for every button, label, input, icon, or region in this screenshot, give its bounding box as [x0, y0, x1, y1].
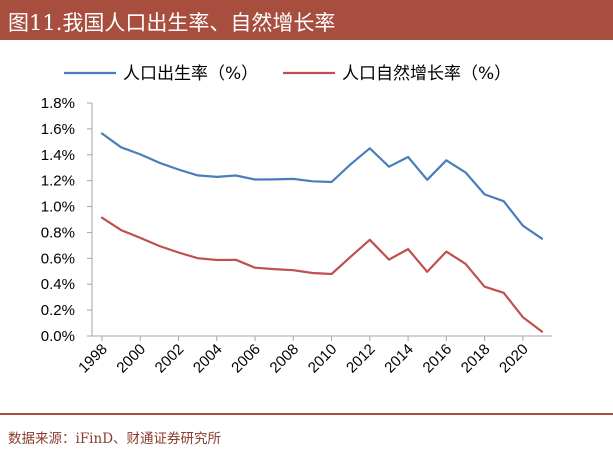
y-tick-label: 1.0%: [41, 199, 75, 216]
y-tick-label: 0.6%: [41, 250, 75, 267]
x-tick-label: 2004: [190, 341, 226, 377]
x-tick-label: 2008: [267, 341, 303, 377]
y-tick-label: 0.2%: [41, 302, 75, 319]
line-chart: 0.0% 0.2% 0.4% 0.6% 0.8% 1.0% 1.2% 1.4% 1.6% 1.8%…: [41, 64, 552, 377]
x-tick-label: 2000: [113, 341, 149, 377]
title-bar: 图11.我国人口出生率、自然增长率: [0, 0, 613, 40]
x-tick-label: 2002: [152, 341, 188, 377]
y-tick-label: 1.6%: [41, 121, 75, 138]
x-tick-label: 1998: [75, 341, 111, 377]
x-tick-label: 2014: [381, 341, 417, 377]
footer-divider: [0, 413, 613, 415]
legend-label-1: 人口出生率（%）: [123, 64, 258, 84]
y-tick-label: 0.8%: [41, 224, 75, 241]
x-tick-label: 2010: [305, 341, 341, 377]
y-tick-label: 1.4%: [41, 147, 75, 164]
x-tick-label: 2020: [496, 341, 532, 377]
x-tick-label: 2006: [228, 341, 264, 377]
legend-label-2: 人口自然增长率（%）: [342, 64, 511, 84]
series-line-2: [100, 216, 544, 333]
y-tick-label: 0.4%: [41, 276, 75, 293]
source-note: 数据来源：iFinD、财通证券研究所: [8, 431, 222, 447]
y-tick-label: 0.0%: [41, 328, 75, 345]
chart-title: 图11.我国人口出生率、自然增长率: [8, 11, 336, 35]
chart-area: 0.0% 0.2% 0.4% 0.6% 0.8% 1.0% 1.2% 1.4% 1.6% 1.8%…: [0, 40, 613, 412]
y-tick-label: 1.2%: [41, 173, 75, 190]
x-tick-label: 2012: [343, 341, 379, 377]
x-tick-label: 2018: [458, 341, 494, 377]
y-tick-label: 1.8%: [41, 95, 75, 112]
x-tick-label: 2016: [420, 341, 456, 377]
series-line-1: [100, 132, 544, 240]
